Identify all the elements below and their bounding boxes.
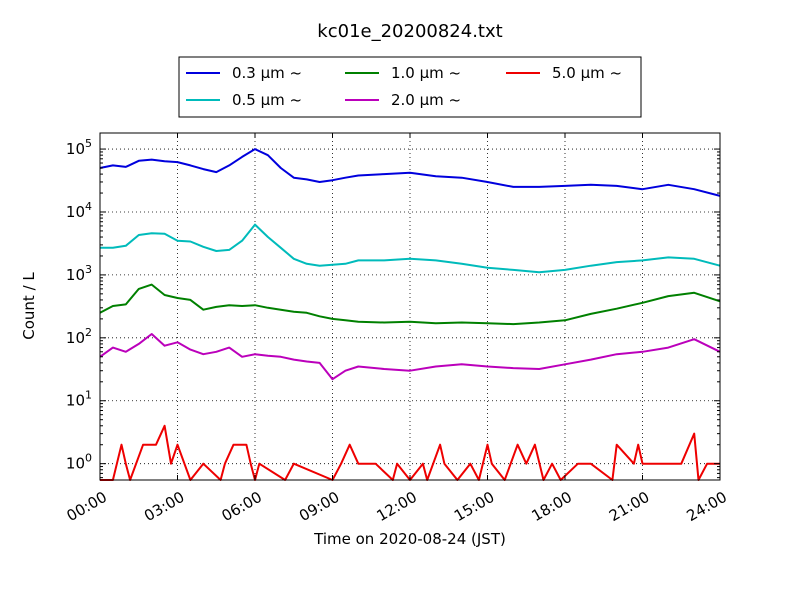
- x-axis-label: Time on 2020-08-24 (JST): [313, 530, 506, 548]
- x-tick-label: 21:00: [606, 488, 652, 525]
- legend-label-1: 0.3 μm ~: [232, 64, 302, 82]
- y-tick-label: 103: [66, 263, 92, 284]
- x-tick-label: 24:00: [684, 488, 730, 525]
- y-axis-label: Count / L: [20, 272, 38, 340]
- legend-box: [178, 56, 642, 118]
- x-tick-label: 18:00: [529, 488, 575, 525]
- y-tick-label: 102: [66, 326, 92, 347]
- y-tick-label: 101: [66, 389, 92, 410]
- y-tick-label: 100: [66, 452, 92, 473]
- x-tick-label: 09:00: [296, 488, 342, 525]
- x-tick-label: 12:00: [374, 488, 420, 525]
- y-tick-label: 104: [66, 200, 92, 221]
- series-line-4: [99, 333, 721, 381]
- legend-label-4: 2.0 μm ~: [391, 91, 461, 109]
- y-tick-label: 105: [66, 137, 92, 158]
- series-line-1: [99, 148, 721, 197]
- x-tick-label: 06:00: [219, 488, 265, 525]
- series-line-2: [100, 223, 721, 274]
- grid-lines: [100, 133, 720, 480]
- series-line-3: [99, 283, 721, 326]
- legend: 0.3 μm ~ 0.5 μm ~ 1.0 μm ~ 2.0 μm ~ 5.0 μm ~: [178, 56, 642, 118]
- legend-label-3: 1.0 μm ~: [391, 64, 461, 82]
- x-tick-label: 03:00: [141, 488, 187, 525]
- chart-title: kc01e_20200824.txt: [317, 21, 502, 42]
- legend-label-5: 5.0 μm ~: [552, 64, 622, 82]
- legend-label-2: 0.5 μm ~: [232, 91, 302, 109]
- x-tick-label: 15:00: [451, 488, 497, 525]
- series-layer: [99, 148, 721, 481]
- x-tick-label: 00:00: [64, 488, 110, 525]
